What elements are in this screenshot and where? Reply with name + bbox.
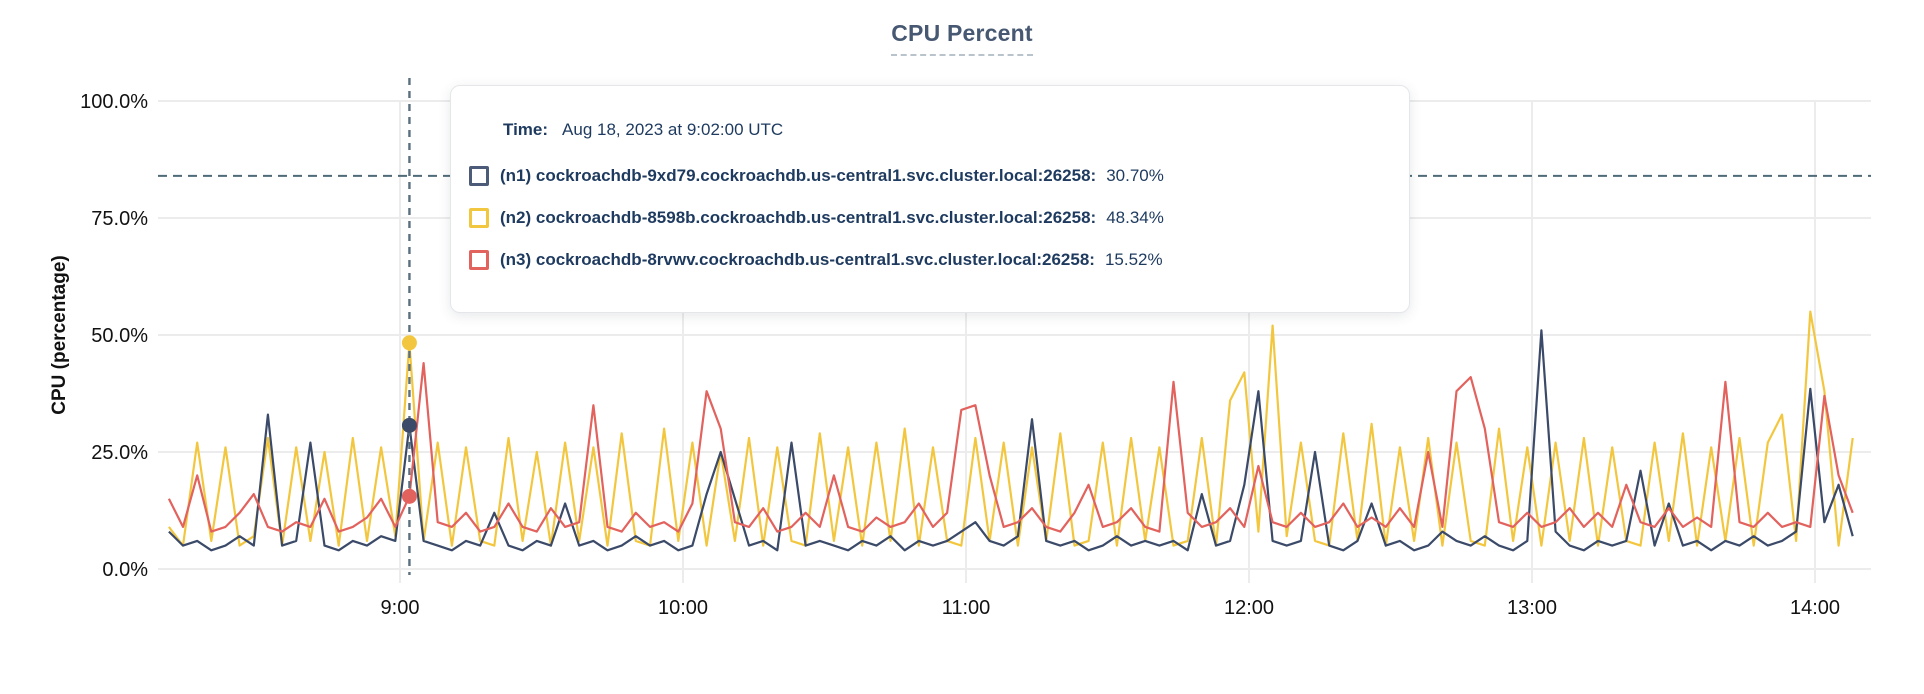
crosshair-dot-n3 [401, 488, 417, 504]
x-tick-label: 14:00 [1790, 597, 1840, 619]
series-n3-label: (n3) cockroachdb-8rvwv.cockroachdb.us-ce… [500, 250, 1095, 269]
x-tick-label: 12:00 [1224, 597, 1274, 619]
y-tick-label: 50.0% [91, 325, 148, 347]
series-line-n3[interactable] [167, 362, 1854, 533]
crosshair-dot-n2 [401, 335, 417, 351]
x-tick-label: 11:00 [942, 597, 991, 619]
y-axis-title: CPU (percentage) [49, 255, 70, 415]
tooltip-series-row-n3: (n3) cockroachdb-8rvwv.cockroachdb.us-ce… [469, 250, 1409, 270]
crosshair-dot-n1 [401, 417, 417, 433]
series-n2-label: (n2) cockroachdb-8598b.cockroachdb.us-ce… [500, 208, 1097, 227]
series-n1-value: 30.70% [1106, 166, 1164, 185]
chart-title: CPU Percent [891, 20, 1033, 56]
chart-header: CPU Percent [0, 20, 1924, 56]
chart-tooltip: Time: Aug 18, 2023 at 9:02:00 UTC (n1) c… [450, 85, 1410, 313]
series-n3-value: 15.52% [1104, 250, 1163, 269]
y-tick-label: 75.0% [91, 208, 148, 230]
series-line-n2[interactable] [168, 310, 1854, 547]
tooltip-time-label: Time: [503, 120, 549, 139]
series-n3-swatch-icon [469, 250, 489, 270]
series-line-n1[interactable] [168, 329, 1854, 552]
x-tick-label: 13:00 [1507, 597, 1557, 619]
y-tick-label: 25.0% [91, 442, 148, 464]
tooltip-time-row: Time: Aug 18, 2023 at 9:02:00 UTC [503, 120, 1409, 140]
series-n2-swatch-icon [469, 208, 489, 228]
series-n1-label: (n1) cockroachdb-9xd79.cockroachdb.us-ce… [500, 166, 1097, 185]
y-tick-label: 0.0% [102, 559, 148, 581]
x-tick-label: 9:00 [381, 597, 420, 619]
tooltip-series-row-n2: (n2) cockroachdb-8598b.cockroachdb.us-ce… [469, 208, 1409, 228]
series-n1-swatch-icon [469, 166, 489, 186]
series-n2-value: 48.34% [1106, 208, 1164, 227]
tooltip-series-row-n1: (n1) cockroachdb-9xd79.cockroachdb.us-ce… [469, 166, 1409, 186]
x-tick-label: 10:00 [658, 597, 708, 619]
tooltip-time-value: Aug 18, 2023 at 9:02:00 UTC [562, 120, 784, 139]
y-tick-label: 100.0% [80, 91, 148, 113]
